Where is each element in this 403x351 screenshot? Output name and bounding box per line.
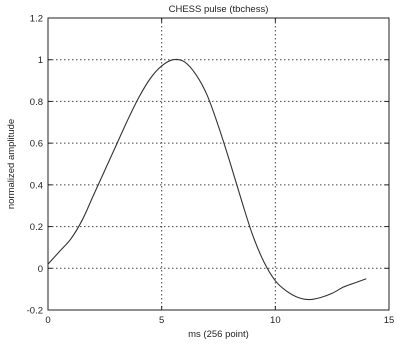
y-tick-label: 0.8 xyxy=(30,97,43,108)
x-tick-label: 15 xyxy=(384,315,395,326)
y-tick-label: 0.2 xyxy=(30,222,43,233)
x-tick-label: 5 xyxy=(159,315,164,326)
y-tick-label: 0.6 xyxy=(30,139,43,150)
y-axis-label: normalized amplitude xyxy=(6,119,17,209)
x-axis-label: ms (256 point) xyxy=(188,329,249,340)
x-tick-label: 10 xyxy=(270,315,281,326)
y-tick-label: 0 xyxy=(38,264,43,275)
y-tick-label: 0.4 xyxy=(30,180,43,191)
x-tick-label: 0 xyxy=(45,315,50,326)
y-tick-label: 1 xyxy=(38,55,43,66)
y-tick-label: 1.2 xyxy=(30,14,43,25)
chart-title: CHESS pulse (tbchess) xyxy=(169,4,269,15)
y-tick-label: -0.2 xyxy=(27,306,43,317)
